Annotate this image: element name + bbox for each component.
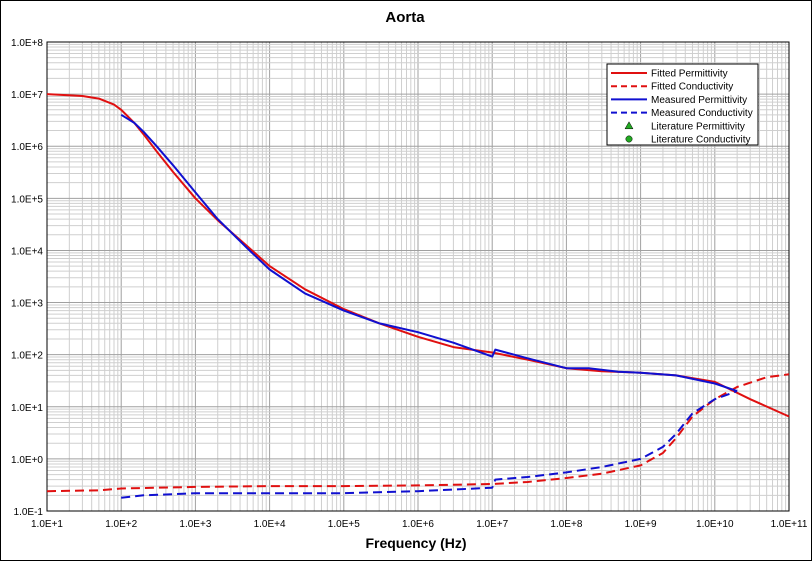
x-tick-label: 1.0E+7 [476,519,508,530]
x-tick-label: 1.0E+11 [771,519,808,530]
legend-label-fitted-permittivity: Fitted Permittivity [651,69,728,80]
tick-labels: 1.0E+1 1.0E+2 1.0E+3 1.0E+4 1.0E+5 1.0E+6 1.0E… [11,38,808,530]
y-tick-label: 1.0E+0 [11,455,43,466]
legend-label-fitted-conductivity: Fitted Conductivity [651,82,733,93]
x-tick-label: 1.0E+5 [328,519,360,530]
x-tick-label: 1.0E+6 [402,519,434,530]
y-tick-label: 1.0E+6 [11,142,43,153]
y-tick-label: 1.0E+1 [11,403,43,414]
legend-swatch-literature-conductivity [625,135,633,143]
x-axis-label: Frequency (Hz) [365,535,466,551]
plot-area [46,41,790,512]
y-tick-label: 1.0E+3 [11,299,43,310]
legend-box [606,63,759,146]
series-lines [46,93,790,499]
x-tick-label: 1.0E+2 [105,519,137,530]
y-tick-label: 1.0E-1 [14,507,44,518]
y-tick-label: 1.0E+7 [11,90,43,101]
series-measured-conductivity [121,390,738,499]
x-tick-label: 1.0E+8 [550,519,582,530]
legend-label-literature-permittivity: Literature Permittivity [651,121,745,132]
chart-title: Aorta [385,9,425,26]
y-tick-label: 1.0E+8 [11,38,43,49]
legend-label-measured-permittivity: Measured Permittivity [651,95,747,106]
legend-label-literature-conductivity: Literature Conductivity [651,135,751,146]
x-tick-label: 1.0E+9 [625,519,657,530]
x-tick-label: 1.0E+4 [254,519,286,530]
x-tick-label: 1.0E+3 [179,519,211,530]
series-fitted-conductivity [46,373,790,493]
y-tick-label: 1.0E+5 [11,194,43,205]
x-tick-label: 1.0E+10 [696,519,734,530]
x-tick-label: 1.0E+1 [31,519,63,530]
y-tick-label: 1.0E+2 [11,351,43,362]
y-tick-label: 1.0E+4 [11,246,43,257]
legend-label-measured-conductivity: Measured Conductivity [651,108,753,119]
series-measured-permittivity [120,113,738,393]
legend-swatch-literature-permittivity [624,121,634,130]
legend: Fitted Permittivity Fitted Conductivity Me… [606,63,759,146]
